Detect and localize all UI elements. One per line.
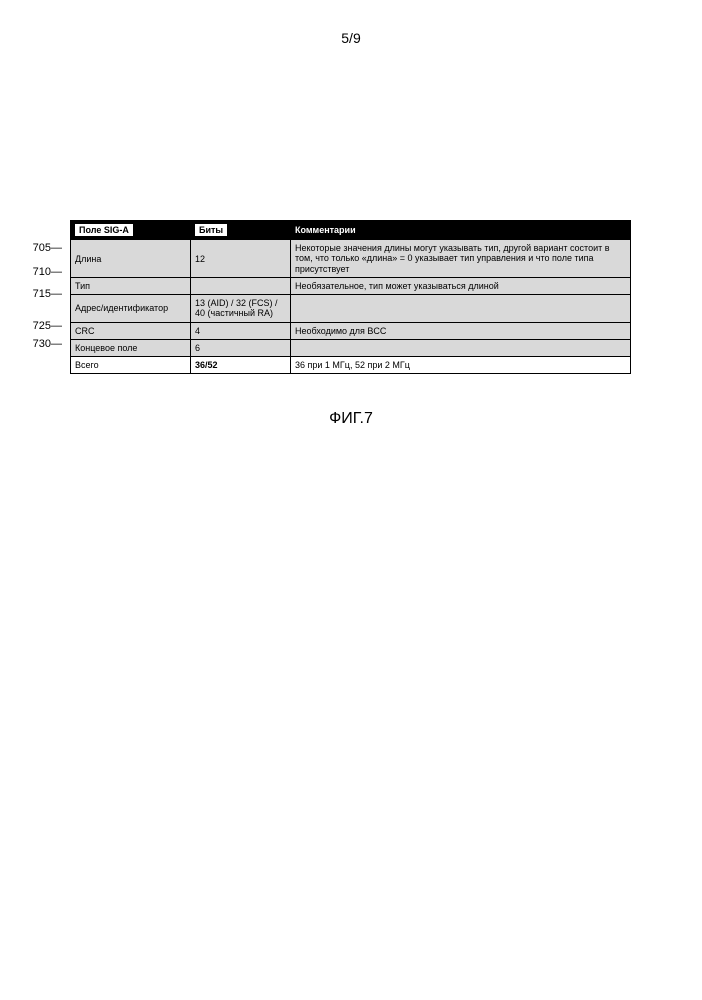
cell-field: Тип xyxy=(71,278,191,295)
ref-710: 710 — xyxy=(33,266,62,278)
sig-a-table: Поле SIG-A Биты Комментарии Длина 12 Нек… xyxy=(70,220,631,374)
cell-comments xyxy=(291,339,631,356)
ref-715-text: 715 xyxy=(33,288,51,300)
col-header-comments: Комментарии xyxy=(291,221,631,240)
cell-comments: 36 при 1 МГц, 52 при 2 МГц xyxy=(291,356,631,373)
ref-705-text: 705 xyxy=(33,242,51,254)
ref-710-text: 710 xyxy=(33,266,51,278)
ref-725: 725 — xyxy=(33,320,62,332)
ref-705: 705 — xyxy=(33,242,62,254)
cell-bits: 36/52 xyxy=(191,356,291,373)
cell-bits: 4 xyxy=(191,322,291,339)
figure-7: 705 — 710 — 715 — 725 — 730 — Поле SIG-A… xyxy=(70,220,630,374)
cell-comments: Необязательное, тип может указываться дл… xyxy=(291,278,631,295)
ref-725-text: 725 xyxy=(33,320,51,332)
page-number: 5/9 xyxy=(0,30,702,46)
ref-715: 715 — xyxy=(33,288,62,300)
cell-bits: 12 xyxy=(191,240,291,278)
col-header-field: Поле SIG-A xyxy=(71,221,191,240)
cell-field: Концевое поле xyxy=(71,339,191,356)
table-row: Адрес/идентификатор 13 (AID) / 32 (FCS) … xyxy=(71,295,631,323)
cell-bits: 13 (AID) / 32 (FCS) / 40 (частичный RA) xyxy=(191,295,291,323)
cell-field: Длина xyxy=(71,240,191,278)
cell-field: Адрес/идентификатор xyxy=(71,295,191,323)
cell-comments: Необходимо для BCC xyxy=(291,322,631,339)
table-row: Тип Необязательное, тип может указыватьс… xyxy=(71,278,631,295)
table-row: Концевое поле 6 xyxy=(71,339,631,356)
cell-bits xyxy=(191,278,291,295)
cell-field: CRC xyxy=(71,322,191,339)
ref-730-text: 730 xyxy=(33,338,51,350)
col-header-bits: Биты xyxy=(191,221,291,240)
cell-bits: 6 xyxy=(191,339,291,356)
cell-comments xyxy=(291,295,631,323)
table-row-total: Всего 36/52 36 при 1 МГц, 52 при 2 МГц xyxy=(71,356,631,373)
ref-730: 730 — xyxy=(33,338,62,350)
cell-comments: Некоторые значения длины могут указывать… xyxy=(291,240,631,278)
table-header-row: Поле SIG-A Биты Комментарии xyxy=(71,221,631,240)
table-row: Длина 12 Некоторые значения длины могут … xyxy=(71,240,631,278)
table-row: CRC 4 Необходимо для BCC xyxy=(71,322,631,339)
figure-caption: ФИГ.7 xyxy=(0,410,702,428)
cell-field: Всего xyxy=(71,356,191,373)
